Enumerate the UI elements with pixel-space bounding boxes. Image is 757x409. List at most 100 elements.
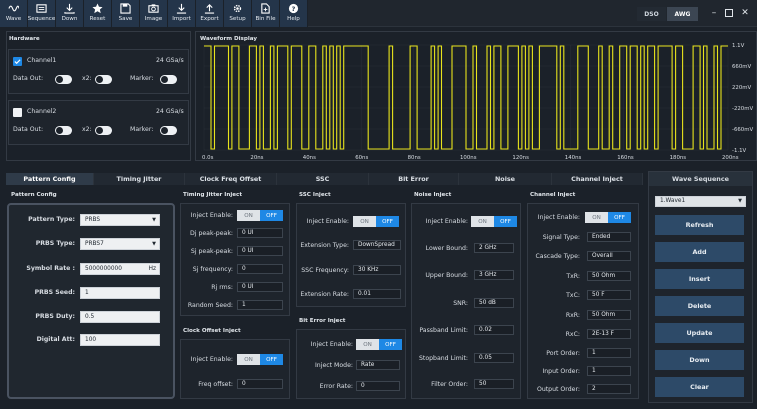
- co-inject-toggle[interactable]: ON OFF: [237, 354, 283, 365]
- prbs-duty-input[interactable]: 0.5: [80, 311, 160, 323]
- lower-bound-label: Lower Bound:: [425, 245, 468, 252]
- cascade-type-input[interactable]: Overall: [587, 251, 631, 261]
- save-button[interactable]: Save: [112, 0, 140, 27]
- ci-on-option[interactable]: ON: [585, 212, 608, 223]
- tab-ssc[interactable]: SSC: [277, 173, 369, 185]
- tj-off-option[interactable]: OFF: [260, 210, 283, 221]
- sequence-button[interactable]: Sequence: [28, 0, 56, 27]
- prbs-seed-input[interactable]: 1: [80, 287, 160, 299]
- chevron-down-icon: ▼: [152, 241, 156, 247]
- channel2-marker-toggle[interactable]: [160, 126, 177, 135]
- import-button[interactable]: Import: [168, 0, 196, 27]
- waveform-plot: 0.0s 20ns 40ns 60ns 80ns 100ns 120ns 140ns 160ns…: [202, 43, 753, 160]
- upper-bound-input[interactable]: 3 GHz: [474, 270, 514, 280]
- rxc-input[interactable]: 2E-13 F: [587, 329, 631, 339]
- noise-inject-toggle[interactable]: ON OFF: [471, 216, 517, 227]
- digital-att-input[interactable]: 100: [80, 334, 160, 346]
- error-rate-input[interactable]: 0: [356, 381, 400, 391]
- input-order-input[interactable]: 1: [587, 366, 631, 376]
- txc-input[interactable]: 50 F: [587, 290, 631, 300]
- be-on-option[interactable]: ON: [356, 339, 379, 350]
- be-inject-toggle[interactable]: ON OFF: [356, 339, 402, 350]
- pattern-type-select[interactable]: PRBS ▼: [80, 214, 160, 226]
- be-off-option[interactable]: OFF: [379, 339, 402, 350]
- tab-bit-error[interactable]: Bit Error: [369, 173, 459, 185]
- camera-icon: [148, 4, 159, 13]
- tab-noise[interactable]: Noise: [459, 173, 552, 185]
- channel1-checkbox[interactable]: [13, 57, 22, 66]
- channel2-checkbox[interactable]: [13, 108, 22, 117]
- co-off-option[interactable]: OFF: [260, 354, 283, 365]
- noise-off-option[interactable]: OFF: [494, 216, 517, 227]
- pattern-config-title: Pattern Config: [11, 192, 57, 198]
- insert-button[interactable]: Insert: [655, 269, 744, 289]
- help-button[interactable]: ? Help: [280, 0, 308, 27]
- x-tick-label: 20ns: [250, 155, 263, 160]
- bit-error-panel: Inject Enable: ON OFF Inject Mode: Rate E…: [296, 329, 406, 399]
- extension-rate-input[interactable]: 0.01: [353, 289, 401, 299]
- sj-freq-input[interactable]: 0: [237, 264, 283, 274]
- wave-sequence-select[interactable]: 1.Wave1 ▼: [655, 196, 746, 207]
- setup-button[interactable]: Setup: [224, 0, 252, 27]
- sj-pp-input[interactable]: 0 UI: [237, 246, 283, 256]
- dso-mode-button[interactable]: DSO: [637, 7, 666, 21]
- channel1-marker-toggle[interactable]: [160, 75, 177, 84]
- prbs-type-value: PRBS7: [85, 241, 104, 247]
- clear-button[interactable]: Clear: [655, 377, 744, 397]
- export-button[interactable]: Export: [196, 0, 224, 27]
- txr-input[interactable]: 50 Ohm: [587, 271, 631, 281]
- rxr-input[interactable]: 50 Ohm: [587, 310, 631, 320]
- svg-text:?: ?: [292, 5, 296, 13]
- maximize-icon[interactable]: [722, 6, 736, 20]
- tj-inject-toggle[interactable]: ON OFF: [237, 210, 283, 221]
- rj-rms-input[interactable]: 0 UI: [237, 282, 283, 292]
- co-on-option[interactable]: ON: [237, 354, 260, 365]
- output-order-input[interactable]: 2: [587, 384, 631, 394]
- noise-on-option[interactable]: ON: [471, 216, 494, 227]
- delete-button[interactable]: Delete: [655, 296, 744, 316]
- wave-sequence-value: 1.Wave1: [660, 198, 686, 204]
- awg-mode-button[interactable]: AWG: [667, 7, 698, 21]
- down-button[interactable]: Down: [56, 0, 84, 27]
- minimize-icon[interactable]: –: [711, 8, 717, 18]
- channel2-dataout-toggle[interactable]: [55, 126, 72, 135]
- ssc-off-option[interactable]: OFF: [376, 216, 399, 227]
- ssc-inject-toggle[interactable]: ON OFF: [353, 216, 399, 227]
- snr-input[interactable]: 50 dB: [474, 298, 514, 308]
- symbol-rate-input[interactable]: 5000000000 Hz: [80, 263, 160, 275]
- port-order-input[interactable]: 1: [587, 348, 631, 358]
- tab-channel-inject[interactable]: Channel Inject: [552, 173, 643, 185]
- filter-order-input[interactable]: 50: [474, 379, 514, 389]
- tab-pattern-config[interactable]: Pattern Config: [6, 173, 94, 185]
- ci-inject-toggle[interactable]: ON OFF: [585, 212, 631, 223]
- refresh-button[interactable]: Refresh: [655, 215, 744, 235]
- passband-limit-input[interactable]: 0.02: [474, 325, 514, 335]
- stopband-limit-input[interactable]: 0.05: [474, 353, 514, 363]
- prbs-type-select[interactable]: PRBS7 ▼: [80, 238, 160, 250]
- extension-type-input[interactable]: DownSpread: [353, 240, 401, 250]
- channel1-x2-toggle[interactable]: [95, 75, 112, 84]
- wave-button[interactable]: Wave: [0, 0, 28, 27]
- tj-on-option[interactable]: ON: [237, 210, 260, 221]
- inject-mode-input[interactable]: Rate: [356, 360, 400, 370]
- image-button[interactable]: Image: [140, 0, 168, 27]
- reset-button[interactable]: Reset: [84, 0, 112, 27]
- ssc-on-option[interactable]: ON: [353, 216, 376, 227]
- signal-type-input[interactable]: Ended: [587, 232, 631, 242]
- add-button[interactable]: Add: [655, 242, 744, 262]
- freq-offset-input[interactable]: 0: [237, 379, 283, 389]
- close-icon[interactable]: ✕: [741, 8, 749, 18]
- tab-clock-freq-offset[interactable]: Clock Freq Offset: [185, 173, 277, 185]
- channel1-dataout-toggle[interactable]: [55, 75, 72, 84]
- update-button[interactable]: Update: [655, 323, 744, 343]
- tab-timing-jitter[interactable]: Timing Jitter: [94, 173, 185, 185]
- channel2-x2-toggle[interactable]: [95, 126, 112, 135]
- ssc-frequency-input[interactable]: 30 KHz: [353, 265, 401, 275]
- dj-pp-input[interactable]: 0 UI: [237, 228, 283, 238]
- ci-off-option[interactable]: OFF: [608, 212, 631, 223]
- bin-file-button[interactable]: Bin File: [252, 0, 280, 27]
- lower-bound-input[interactable]: 2 GHz: [474, 243, 514, 253]
- down-sequence-button[interactable]: Down: [655, 350, 744, 370]
- random-seed-input[interactable]: 1: [237, 300, 283, 310]
